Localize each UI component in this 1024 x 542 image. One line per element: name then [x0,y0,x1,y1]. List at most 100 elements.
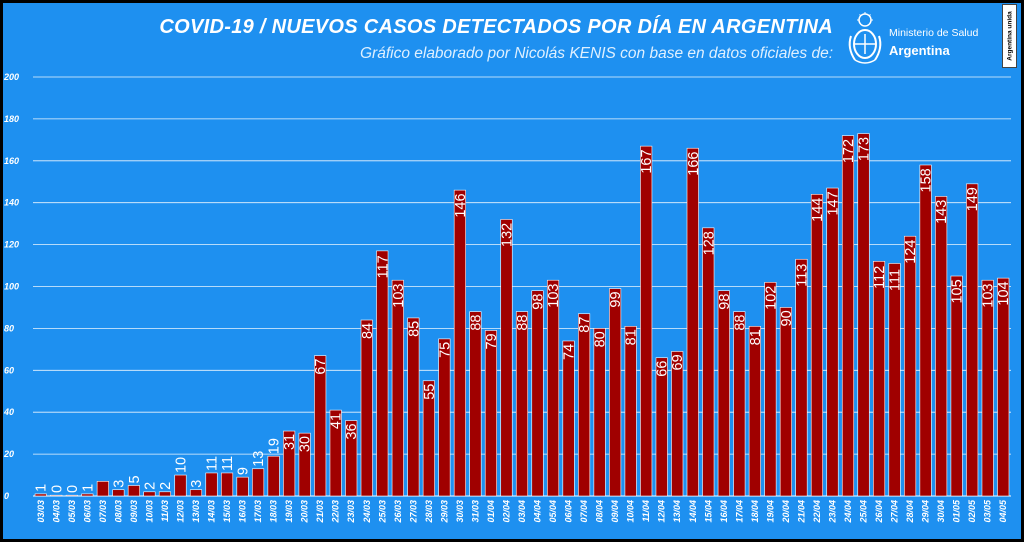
x-tick-label: 02/04 [501,500,511,523]
x-tick-label: 11/03 [160,500,170,522]
bar [810,194,823,497]
data-label: 88 [468,314,484,330]
bar [966,183,979,497]
data-label: 146 [453,193,469,217]
data-label: 81 [748,329,764,345]
x-tick-label: 24/03 [362,500,372,524]
y-tick-label: 60 [4,365,14,375]
data-label: 149 [965,187,981,211]
x-tick-label: 05/04 [548,500,558,523]
data-label: 0 [65,485,81,493]
x-tick-label: 06/03 [82,500,92,523]
bar [733,311,746,497]
x-tick-label: 20/04 [781,500,791,524]
x-tick-label: 18/03 [269,500,279,523]
x-tick-label: 14/04 [688,500,698,523]
data-label: 105 [950,279,966,303]
bar [748,326,761,497]
x-tick-label: 16/04 [719,500,729,523]
x-tick-label: 04/03 [51,500,61,523]
x-tick-label: 29/04 [921,500,931,524]
x-tick-label: 10/03 [144,500,154,523]
bar [81,493,94,497]
x-tick-label: 18/04 [750,500,760,523]
bar [764,282,777,497]
bar [624,326,637,497]
x-tick-label: 03/03 [36,500,46,523]
x-tick-label: 17/03 [253,500,263,523]
bar [981,279,994,497]
x-tick-label: 25/04 [859,500,869,524]
x-tick-label: 02/05 [967,499,977,523]
y-tick-label: 120 [4,240,19,250]
x-tick-label: 13/03 [191,500,201,523]
data-label: 36 [344,423,360,439]
data-label: 172 [841,139,857,163]
x-tick-label: 23/04 [827,500,837,524]
data-label: 132 [499,223,515,247]
x-tick-label: 26/03 [393,500,403,524]
data-label: 99 [608,291,624,307]
data-label: 103 [981,284,997,308]
bar [904,235,917,497]
bar [221,472,234,497]
bar [453,189,466,497]
y-tick-label: 100 [4,282,19,292]
bar [857,133,870,497]
data-label: 103 [546,284,562,308]
data-label: 80 [593,331,609,347]
bar [873,261,886,497]
bar [500,219,513,497]
x-tick-label: 08/04 [595,500,605,523]
x-tick-label: 15/04 [703,500,713,523]
data-label: 0 [49,485,65,493]
x-tick-label: 01/04 [486,500,496,523]
x-tick-label: 03/04 [517,500,527,523]
bar [174,474,187,497]
data-label: 173 [857,137,873,161]
argentina-unida-badge: Argentina unida [1002,4,1017,68]
bar [407,317,420,497]
data-label: 11 [220,456,236,471]
x-tick-label: 09/04 [610,500,620,523]
bar [422,380,435,497]
bar [376,250,389,497]
data-label: 13 [251,451,267,467]
bar [593,328,606,497]
x-tick-label: 14/03 [207,500,217,523]
data-label: 103 [391,284,407,308]
x-tick-label: 21/04 [796,500,806,524]
x-tick-label: 08/03 [113,500,123,523]
bar [919,164,932,497]
bar [686,147,699,497]
ministry-country: Argentina [889,43,950,58]
bar [469,311,482,497]
bar [438,338,451,497]
x-tick-label: 29/03 [439,500,449,524]
x-tick-label: 23/03 [346,500,356,524]
data-label: 2 [142,482,158,490]
data-label: 111 [888,269,904,291]
data-label: 67 [313,358,329,374]
bar [158,491,171,497]
data-label: 69 [670,354,686,370]
bar [189,489,203,497]
data-label: 104 [996,281,1012,305]
data-label: 55 [422,384,438,400]
data-label: 79 [484,333,500,349]
ministry-name: Ministerio de Salud [889,27,979,39]
x-tick-label: 30/04 [936,500,946,523]
bar [888,263,901,497]
x-tick-label: 24/04 [843,500,853,524]
x-tick-label: 12/04 [657,500,667,523]
bar [267,455,280,497]
data-label: 85 [406,321,422,337]
data-label: 1 [34,484,50,492]
data-label: 113 [794,264,810,287]
bar [841,135,855,497]
bar [65,494,78,497]
bar [609,288,622,497]
bar [298,432,311,497]
data-label: 30 [298,436,314,452]
x-tick-label: 07/04 [579,500,589,523]
